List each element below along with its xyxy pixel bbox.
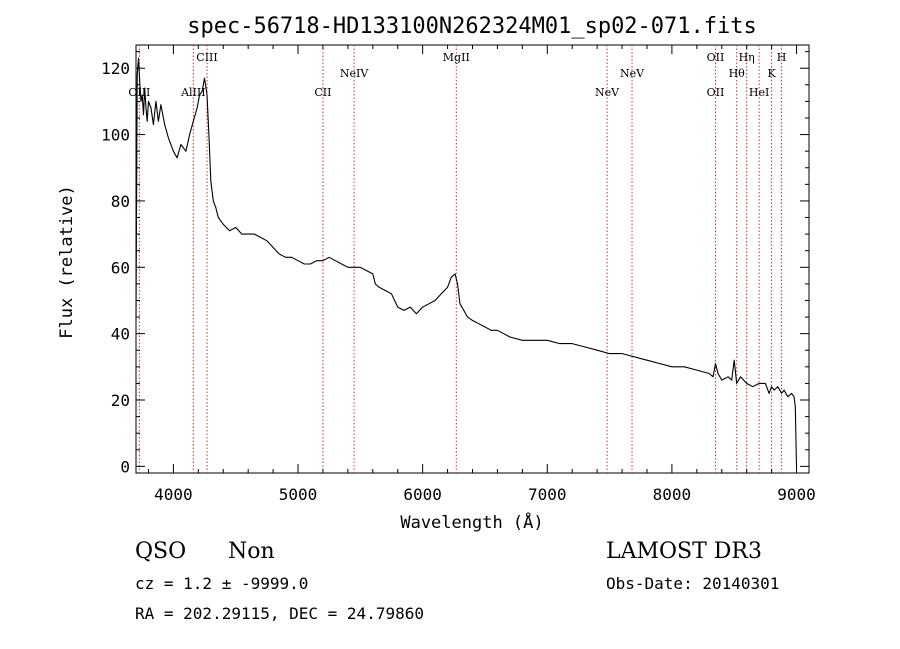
redshift-readout: cz = 1.2 ± -9999.0	[135, 574, 308, 593]
emission-line-label: CIII	[196, 51, 217, 64]
emission-line-label: K	[768, 67, 777, 80]
x-axis-label: Wavelength (Å)	[400, 511, 543, 533]
y-tick-label: 40	[111, 325, 130, 344]
emission-line-label: Hθ	[729, 67, 746, 80]
emission-line-label: NeIV	[340, 67, 369, 80]
y-tick-label: 80	[111, 192, 130, 211]
x-tick-label: 7000	[528, 485, 567, 504]
x-tick-label: 9000	[777, 485, 816, 504]
emission-line-label: OII	[707, 51, 725, 64]
emission-lines: OIII AlIIICIIICIINeIVMgIINeVNeVOIIOIIHθHη…	[128, 45, 786, 473]
y-tick-label: 20	[111, 391, 130, 410]
emission-line-label: MgII	[443, 51, 470, 64]
emission-line-label: NeV	[595, 86, 620, 99]
y-tick-label: 0	[120, 457, 130, 476]
survey-name: LAMOST DR3	[606, 539, 762, 564]
series-group	[135, 57, 798, 467]
emission-line-label: NeV	[620, 67, 645, 80]
emission-line-label: OIII	[128, 86, 150, 99]
emission-line-label: OII	[707, 86, 725, 99]
emission-line-label: CII	[314, 86, 331, 99]
axis-ticks: 4000 5000 6000 7000 8000 9000 0 20 40 60 80 100 120	[101, 45, 816, 504]
y-axis-label: Flux (relative)	[57, 185, 77, 339]
object-subclass: Non	[228, 539, 275, 564]
obs-date: Obs-Date: 20140301	[606, 574, 779, 593]
ra-dec-readout: RA = 202.29115, DEC = 24.79860	[135, 604, 424, 623]
emission-line-label: Hη	[739, 51, 755, 64]
emission-line-label: HeI	[749, 86, 769, 99]
emission-line-label: H	[777, 51, 787, 64]
spectrum-line	[135, 57, 798, 467]
x-tick-label: 5000	[279, 485, 318, 504]
x-tick-label: 4000	[154, 485, 193, 504]
x-tick-label: 8000	[653, 485, 692, 504]
chart-title: spec-56718-HD133100N262324M01_sp02-071.f…	[187, 14, 757, 39]
y-tick-label: 60	[111, 258, 130, 277]
x-tick-label: 6000	[403, 485, 442, 504]
object-class: QSO	[135, 539, 186, 564]
plot-frame	[135, 44, 810, 474]
y-tick-label: 100	[101, 126, 130, 145]
y-tick-label: 120	[101, 59, 130, 78]
